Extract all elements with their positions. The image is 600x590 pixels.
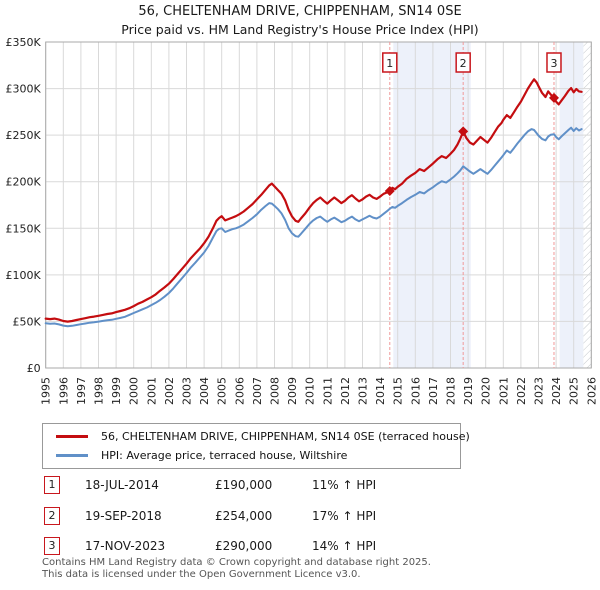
transaction-date: 17-NOV-2023 <box>85 539 166 553</box>
transaction-label-number: 3 <box>550 57 557 70</box>
x-tick-label: 1998 <box>93 377 106 405</box>
transaction-hpi-delta: 17% ↑ HPI <box>312 508 377 523</box>
x-tick-label: 2021 <box>497 377 510 405</box>
x-tick-label: 2002 <box>163 377 176 405</box>
y-tick-label: £350K <box>5 36 41 49</box>
x-tick-label: 1996 <box>57 377 70 405</box>
transaction-row-3: 3 17-NOV-2023 £290,000 14% ↑ HPI <box>44 537 564 568</box>
x-tick-label: 2006 <box>233 377 246 405</box>
legend-label-property: 56, CHELTENHAM DRIVE, CHIPPENHAM, SN14 0… <box>101 430 470 443</box>
transaction-row-1: 1 18-JUL-2014 £190,000 11% ↑ HPI <box>44 476 564 507</box>
chart-legend: 56, CHELTENHAM DRIVE, CHIPPENHAM, SN14 0… <box>42 423 470 469</box>
x-tick-label: 2022 <box>515 377 528 405</box>
x-tick-label: 2023 <box>533 377 546 405</box>
transaction-label-box-2 <box>455 52 471 73</box>
transaction-marker-1 <box>384 186 395 197</box>
transaction-hpi-delta: 11% ↑ HPI <box>312 478 377 492</box>
transaction-number-badge: 2 <box>44 506 60 525</box>
x-tick-label: 2005 <box>216 377 229 405</box>
legend-item-hpi: HPI: Average price, terraced house, Wilt… <box>43 446 460 465</box>
x-tick-label: 2011 <box>321 377 334 405</box>
x-tick-label: 2007 <box>251 377 264 405</box>
x-tick-label: 2019 <box>462 377 475 405</box>
legend-swatch-hpi-line <box>56 454 88 457</box>
x-tick-label: 2016 <box>409 377 422 405</box>
transaction-marker-3 <box>548 92 559 103</box>
legend-item-property: 56, CHELTENHAM DRIVE, CHIPPENHAM, SN14 0… <box>43 427 470 446</box>
transaction-price: £190,000 <box>215 478 273 492</box>
x-tick-label: 2013 <box>357 377 370 405</box>
price-paid-line <box>44 78 583 323</box>
license-footer: Contains HM Land Registry data © Crown c… <box>42 557 431 580</box>
legend-label-hpi: HPI: Average price, terraced house, Wilt… <box>101 449 348 462</box>
transaction-price: £290,000 <box>215 539 273 553</box>
x-tick-label: 2009 <box>286 377 299 405</box>
x-tick-label: 2024 <box>550 377 563 405</box>
x-tick-label: 2018 <box>445 377 458 405</box>
transaction-hpi-delta: 14% ↑ HPI <box>312 539 377 553</box>
x-tick-label: 1999 <box>110 377 123 405</box>
footer-line-2: This data is licensed under the Open Gov… <box>42 568 361 580</box>
transactions-table: 1 18-JUL-2014 £190,000 11% ↑ HPI 2 19-SE… <box>44 476 564 568</box>
x-tick-label: 2012 <box>339 377 352 405</box>
y-tick-label: £0 <box>27 362 41 375</box>
x-tick-label: 2000 <box>128 377 141 405</box>
transaction-marker-2 <box>458 126 469 137</box>
y-tick-label: £150K <box>5 222 41 235</box>
x-tick-label: 2001 <box>145 377 158 405</box>
footer-line-1: Contains HM Land Registry data © Crown c… <box>42 557 431 568</box>
ownership-band <box>393 42 471 368</box>
x-tick-label: 2025 <box>568 377 581 405</box>
x-tick-label: 1995 <box>40 377 53 405</box>
x-tick-label: 2020 <box>480 377 493 405</box>
transaction-price: £254,000 <box>215 508 273 523</box>
x-tick-label: 1997 <box>75 377 88 405</box>
transaction-label-box-1 <box>382 52 398 73</box>
y-tick-label: £250K <box>5 129 41 142</box>
hpi-line <box>44 126 583 328</box>
y-tick-label: £100K <box>5 269 41 282</box>
transaction-date: 18-JUL-2014 <box>85 478 159 492</box>
x-tick-label: 2014 <box>374 377 387 405</box>
transaction-number-badge: 1 <box>44 476 60 494</box>
page-subtitle: Price paid vs. HM Land Registry's House … <box>121 22 479 37</box>
future-hatch-region <box>583 42 592 368</box>
transaction-date: 19-SEP-2018 <box>85 508 162 523</box>
transaction-number-badge: 3 <box>44 537 60 555</box>
x-tick-label: 2026 <box>585 377 598 405</box>
y-tick-label: £50K <box>12 315 41 328</box>
transaction-row-2: 2 19-SEP-2018 £254,000 17% ↑ HPI <box>44 506 564 538</box>
x-tick-label: 2008 <box>269 377 282 405</box>
page-title: 56, CHELTENHAM DRIVE, CHIPPENHAM, SN14 0… <box>138 4 462 19</box>
legend-swatch-property-line <box>56 435 88 438</box>
plot-border <box>45 41 592 369</box>
price-chart: £350K £300K £250K £200K £150K £100K £50K £0 1995… <box>5 36 598 405</box>
transaction-label-box-3 <box>546 52 562 73</box>
x-tick-label: 2017 <box>427 377 440 405</box>
x-tick-label: 2003 <box>181 377 194 405</box>
x-tick-label: 2004 <box>198 377 211 405</box>
ownership-band <box>559 42 584 368</box>
y-tick-label: £200K <box>5 176 41 189</box>
y-tick-label: £300K <box>5 83 41 96</box>
x-tick-label: 2015 <box>392 377 405 405</box>
transaction-label-number: 2 <box>460 57 467 70</box>
x-tick-label: 2010 <box>304 377 317 405</box>
transaction-label-number: 1 <box>386 57 393 70</box>
